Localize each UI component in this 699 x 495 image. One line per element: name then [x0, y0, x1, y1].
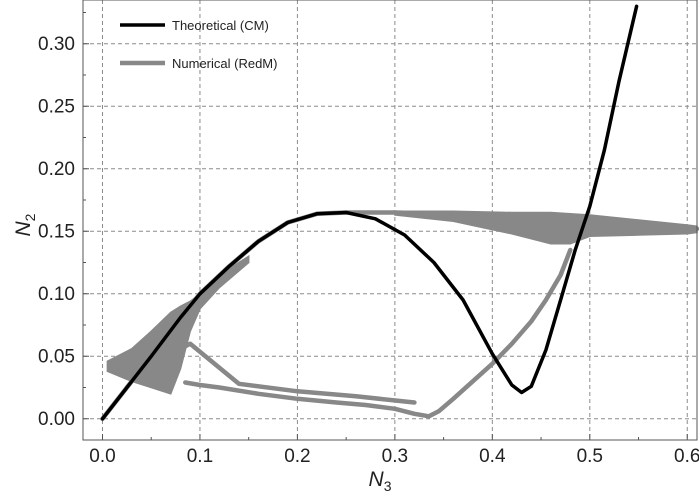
x-tick-label: 0.3	[382, 446, 408, 467]
series-theoretical-line	[100, 4, 639, 421]
numerical-bands	[106, 210, 698, 395]
y-tick-label: 0.05	[38, 346, 75, 367]
x-tick-label: 0.5	[577, 446, 603, 467]
x-tick-label: 0.2	[284, 446, 310, 467]
y-tick-label: 0.00	[38, 409, 75, 430]
y-tick-label: 0.25	[38, 96, 75, 117]
y-tick-label: 0.10	[38, 284, 75, 305]
legend-label-numerical: Numerical (RedM)	[172, 56, 277, 71]
legend: Theoretical (CM) Numerical (RedM)	[120, 18, 277, 71]
series-numerical-line-3	[139, 341, 417, 405]
y-tick-label: 0.15	[38, 221, 75, 242]
axis-ticks: 0.0 0.1 0.2 0.3 0.4 0.5 0.6 0.00 0.05 0.10 0.15 0.2…	[38, 12, 699, 467]
series-numerical-line-2	[183, 247, 573, 419]
x-tick-label: 0.6	[674, 446, 699, 467]
legend-label-theoretical: Theoretical (CM)	[172, 18, 269, 33]
numerical-band-1	[106, 254, 250, 395]
x-tick-label: 0.4	[479, 446, 506, 467]
x-axis-label: N3	[369, 468, 392, 494]
x-tick-label: 0.0	[89, 446, 115, 467]
y-tick-label: 0.30	[38, 34, 75, 55]
x-tick-label: 0.1	[187, 446, 213, 467]
series-lines	[100, 4, 699, 422]
y-tick-label: 0.20	[38, 159, 75, 180]
plot-frame	[82, 0, 698, 441]
y-axis-label: N2	[12, 213, 38, 236]
